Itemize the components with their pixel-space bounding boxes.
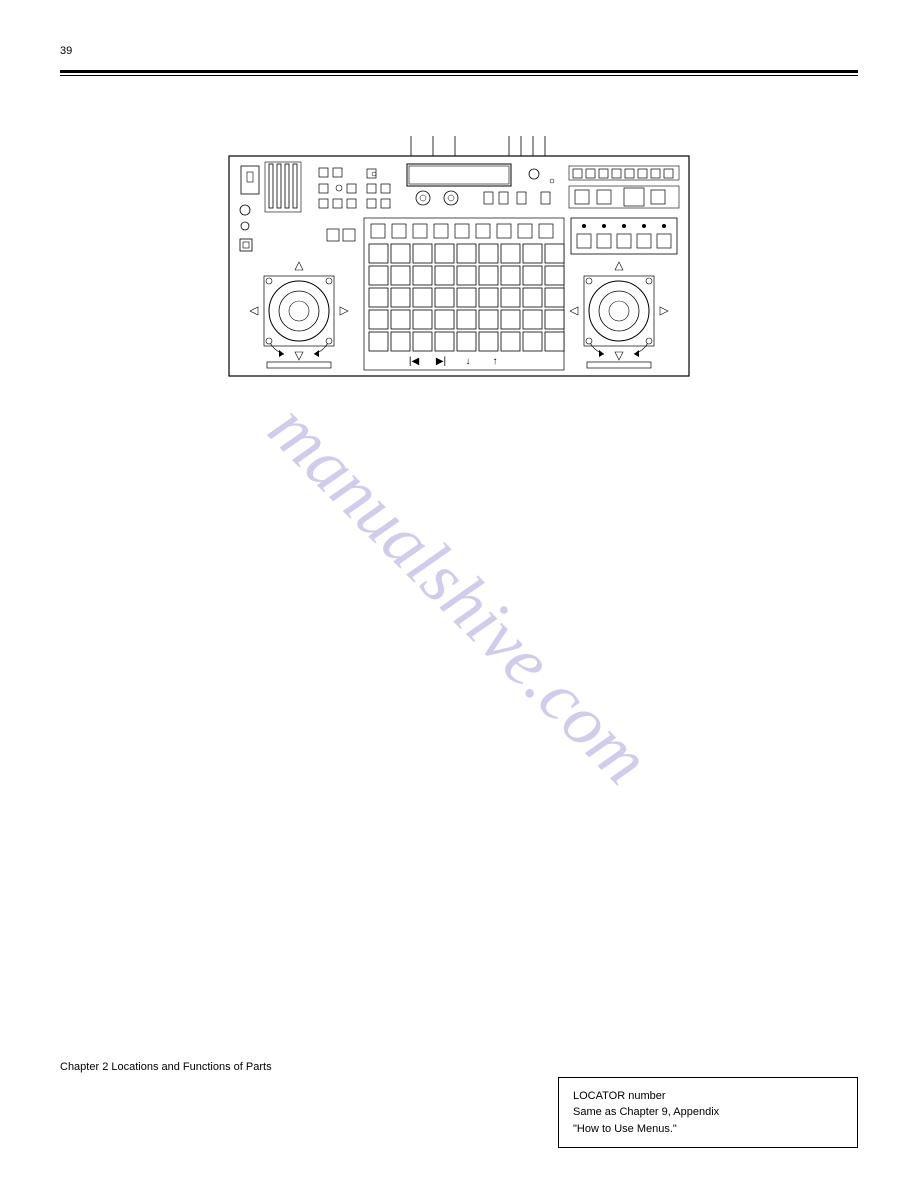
svg-text:↑: ↑ xyxy=(493,356,498,367)
header-rule-thick xyxy=(60,70,858,73)
device-diagram: |◀ ▶| ↓ ↑ xyxy=(219,136,699,421)
watermark: manualshive.com xyxy=(252,387,666,801)
footer-note-box: LOCATOR number Same as Chapter 9, Append… xyxy=(558,1077,858,1149)
page-number: 39 xyxy=(60,45,72,57)
footer-line3: "How to Use Menus." xyxy=(573,1121,843,1138)
chapter-label: Chapter 2 Locations and Functions of Par… xyxy=(60,1061,858,1073)
footer-line1: LOCATOR number xyxy=(573,1088,843,1105)
svg-text:|◀: |◀ xyxy=(409,356,420,367)
svg-text:▶|: ▶| xyxy=(436,356,446,367)
header-rule-thin xyxy=(60,75,858,76)
footer-line2: Same as Chapter 9, Appendix xyxy=(573,1104,843,1121)
footer: Chapter 2 Locations and Functions of Par… xyxy=(60,1061,858,1149)
svg-text:↓: ↓ xyxy=(466,356,471,367)
